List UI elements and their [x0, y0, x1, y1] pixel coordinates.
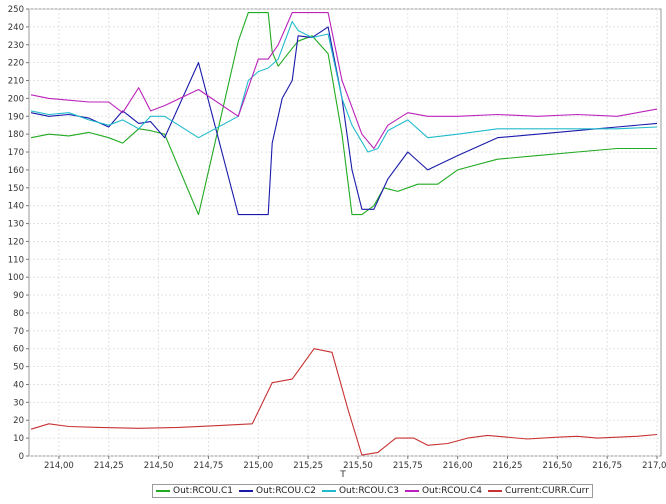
legend-item: Current:CURR.Curr: [487, 486, 589, 496]
y-tick-label: 170: [8, 148, 24, 158]
y-tick-label: 80: [13, 309, 24, 319]
legend-item: Out:RCOU.C2: [238, 486, 316, 496]
legend-item: Out:RCOU.C1: [156, 486, 233, 496]
y-tick-label: 10: [13, 434, 24, 444]
x-tick-label: 216,00: [443, 461, 473, 471]
legend-swatch: [156, 490, 170, 492]
y-tick-label: 70: [13, 327, 24, 337]
series-group: [30, 12, 658, 456]
x-tick-label: 214,50: [144, 461, 174, 471]
grid: [28, 8, 662, 457]
legend-swatch: [487, 490, 502, 492]
y-tick-label: 60: [13, 345, 24, 355]
x-axis-label: T: [339, 470, 346, 480]
x-tick-label: 215,75: [393, 461, 423, 471]
series-line-current-curr-curr: [30, 348, 658, 456]
y-tick-label: 220: [8, 59, 24, 69]
x-tick-label: 214,75: [194, 461, 224, 471]
y-tick-label: 0: [19, 452, 24, 462]
legend-label: Current:CURR.Curr: [504, 486, 589, 496]
x-tick-label: 216,25: [493, 461, 523, 471]
series-line-out-rcou-c1: [30, 12, 657, 216]
series-line-out-rcou-c4: [30, 12, 658, 150]
x-tick-label: 214,00: [44, 461, 74, 471]
legend-label: Out:RCOU.C1: [173, 486, 233, 496]
y-tick-label: 150: [8, 184, 24, 194]
y-tick-label: 40: [13, 380, 24, 390]
y-tick-label: 240: [8, 23, 24, 33]
x-tick-label: 217,00: [642, 461, 666, 471]
legend-item: Out:RCOU.C4: [404, 486, 482, 496]
x-tick-label: 215,25: [293, 461, 323, 471]
x-axis: 214,00 214,25 214,50 214,75 215,00 215,25 215,…: [44, 456, 666, 471]
legend-label: Out:RCOU.C3: [338, 486, 399, 496]
x-tick-label: 215,50: [343, 461, 373, 471]
y-axis: 0 10 20 30 40 50 60 70 80 90 100 110 120 130 140 150 160…: [8, 5, 29, 462]
x-tick-label: 214,25: [94, 461, 124, 471]
y-tick-label: 200: [8, 94, 24, 104]
y-tick-label: 250: [8, 5, 24, 15]
y-tick-label: 100: [8, 273, 24, 283]
y-tick-label: 160: [8, 166, 24, 176]
legend: Out:RCOU.C1 Out:RCOU.C2 Out:RCOU.C3 Out:RCO…: [152, 484, 593, 498]
y-tick-label: 90: [13, 291, 24, 301]
y-tick-label: 20: [13, 416, 24, 426]
plot-area: [28, 8, 662, 457]
y-tick-label: 190: [8, 112, 24, 122]
y-tick-label: 110: [8, 255, 24, 265]
y-tick-label: 50: [13, 363, 24, 373]
y-tick-label: 130: [8, 220, 24, 230]
series-line-out-rcou-c3: [30, 20, 658, 153]
y-tick-label: 120: [8, 237, 24, 247]
legend-swatch: [404, 490, 419, 492]
x-tick-label: 216,75: [592, 461, 622, 471]
legend-swatch: [321, 490, 336, 492]
legend-item: Out:RCOU.C3: [321, 486, 399, 496]
legend-label: Out:RCOU.C2: [255, 486, 316, 496]
x-tick-label: 215,00: [243, 461, 273, 471]
series-line-out-rcou-c2: [30, 26, 658, 216]
y-tick-label: 230: [8, 41, 24, 51]
y-tick-label: 210: [8, 77, 24, 87]
legend-swatch: [238, 490, 253, 492]
y-tick-label: 140: [8, 202, 24, 212]
legend-label: Out:RCOU.C4: [421, 486, 482, 496]
x-tick-label: 216,50: [542, 461, 572, 471]
y-tick-label: 30: [13, 398, 24, 408]
y-tick-label: 180: [8, 130, 24, 140]
